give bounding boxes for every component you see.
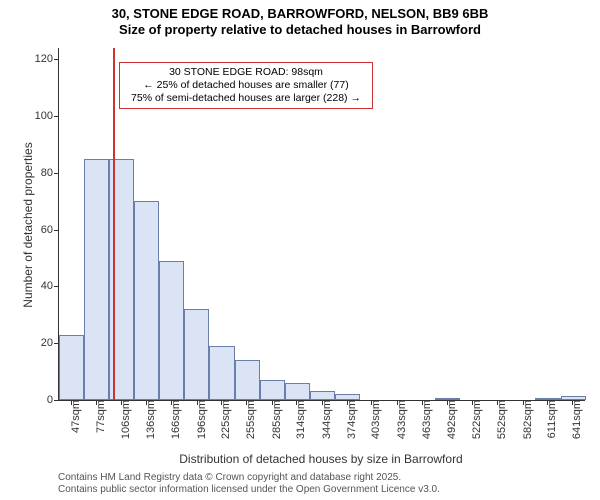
y-tick-mark [54,173,59,174]
x-tick-label: 374sqm [342,400,358,439]
annotation-line: 75% of semi-detached houses are larger (… [126,92,366,105]
y-tick-mark [54,59,59,60]
histogram-bar [435,398,460,400]
x-tick-label: 285sqm [267,400,283,439]
x-tick-label: 582sqm [518,400,534,439]
histogram-bar [59,335,84,400]
title-line-2: Size of property relative to detached ho… [0,22,600,38]
reference-line [113,48,115,400]
footer-line-2: Contains public sector information licen… [58,484,440,496]
x-tick-label: 77sqm [91,400,107,433]
x-tick-label: 166sqm [166,400,182,439]
y-tick-mark [54,230,59,231]
histogram-bar [159,261,184,400]
histogram-bar [184,309,209,400]
histogram-bar [335,394,360,400]
x-tick-label: 611sqm [542,400,558,438]
x-tick-label: 106sqm [116,400,132,439]
x-tick-label: 641sqm [567,400,583,439]
x-tick-label: 225sqm [216,400,232,439]
x-tick-label: 463sqm [417,400,433,439]
plot-area: 02040608010012047sqm77sqm106sqm136sqm166… [58,48,585,401]
histogram-bar [235,360,260,400]
title-line-1: 30, STONE EDGE ROAD, BARROWFORD, NELSON,… [0,6,600,22]
histogram-bar [310,391,335,400]
histogram-bar [209,346,234,400]
x-tick-label: 492sqm [442,400,458,439]
footer-attribution: Contains HM Land Registry data © Crown c… [58,472,440,496]
x-tick-label: 314sqm [291,400,307,439]
histogram-bar [260,380,285,400]
histogram-bar [84,159,109,400]
histogram-bar [535,398,560,400]
histogram-bar [285,383,310,400]
x-tick-label: 47sqm [66,400,82,433]
y-axis-label: Number of detached properties [21,125,35,325]
annotation-line: 30 STONE EDGE ROAD: 98sqm [126,66,366,79]
chart-title: 30, STONE EDGE ROAD, BARROWFORD, NELSON,… [0,0,600,39]
x-tick-label: 344sqm [317,400,333,439]
annotation-line: ← 25% of detached houses are smaller (77… [126,79,366,92]
x-axis-label: Distribution of detached houses by size … [161,452,481,466]
x-tick-label: 522sqm [467,400,483,439]
y-tick-mark [54,400,59,401]
x-tick-label: 196sqm [192,400,208,439]
y-tick-mark [54,286,59,287]
footer-line-1: Contains HM Land Registry data © Crown c… [58,472,440,484]
y-tick-mark [54,116,59,117]
x-tick-label: 403sqm [366,400,382,439]
histogram-bar [561,396,586,400]
x-tick-label: 552sqm [492,400,508,439]
x-tick-label: 255sqm [241,400,257,439]
x-tick-label: 433sqm [392,400,408,439]
histogram-bar [134,201,159,400]
x-tick-label: 136sqm [141,400,157,439]
annotation-box: 30 STONE EDGE ROAD: 98sqm← 25% of detach… [119,62,373,109]
